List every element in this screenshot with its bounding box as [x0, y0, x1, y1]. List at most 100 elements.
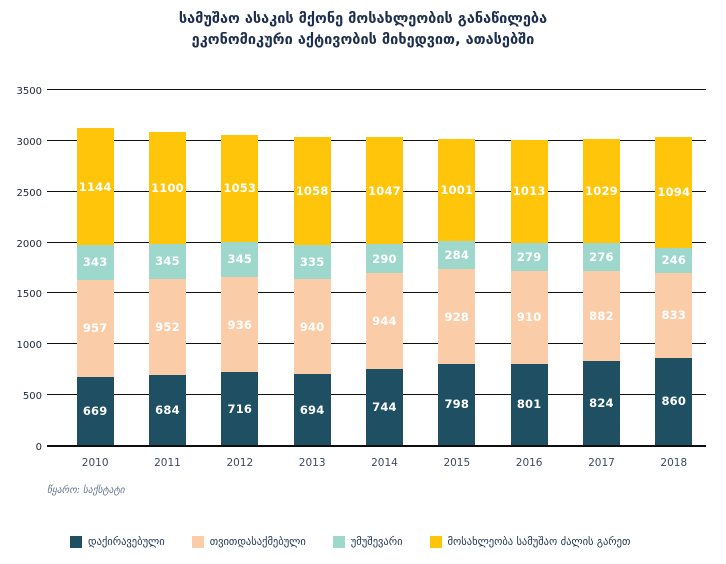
bar-segment: 860	[655, 357, 693, 445]
bar-value-label: 1053	[223, 181, 257, 196]
bar-value-label: 684	[155, 403, 180, 418]
bar-segment: 940	[293, 278, 331, 375]
bar-value-label: 928	[444, 309, 470, 324]
bar-stack: 798 928 284 1001	[438, 138, 476, 445]
bar-segment: 694	[293, 374, 331, 445]
bar-segment: 1144	[76, 128, 114, 245]
y-axis-tick-label: 500	[22, 391, 42, 403]
bar-value-label: 279	[516, 249, 542, 264]
legend-swatch	[429, 536, 442, 548]
legend-item: თვითდასაქმებული	[191, 536, 306, 548]
bar-stack: 694 940 335 1058	[293, 137, 331, 445]
bar-value-label: 345	[227, 252, 253, 267]
x-axis-tick-label: 2011	[154, 457, 181, 469]
bar-value-label: 1013	[512, 184, 546, 199]
legend-label: დაქირავებული	[88, 536, 165, 548]
bar-segment: 833	[655, 272, 693, 358]
bar-value-label: 1058	[295, 183, 329, 198]
bar-value-label: 798	[444, 397, 470, 412]
bar-stack: 716 936 345 1053	[221, 134, 259, 445]
bars-container: 669 957 343 1144 2010 684 952 345 1100 2011 716 936…	[59, 91, 710, 469]
bar-column: 694 940 335 1058 2013	[276, 91, 348, 469]
bar-value-label: 1144	[78, 179, 112, 194]
bar-value-label: 936	[227, 317, 253, 332]
bar-segment: 345	[221, 241, 259, 277]
bar-segment: 744	[365, 369, 403, 445]
bar-column: 798 928 284 1001 2015	[421, 91, 493, 469]
bar-segment: 1058	[293, 137, 331, 245]
legend-item: მოსახლეობა სამუშაო ძალის გარეთ	[429, 536, 631, 548]
bar-column: 860 833 246 1094 2018	[638, 91, 710, 469]
bar-column: 824 882 276 1029 2017	[565, 91, 637, 469]
bar-value-label: 940	[299, 319, 325, 334]
x-axis-tick-label: 2014	[371, 457, 398, 469]
bar-segment: 928	[438, 269, 476, 364]
bar-stack: 669 957 343 1144	[76, 128, 114, 445]
bar-stack: 801 910 279 1013	[510, 139, 548, 445]
legend-swatch	[70, 536, 82, 548]
bar-segment: 343	[76, 244, 114, 280]
bar-value-label: 1100	[151, 180, 184, 195]
bar-segment: 1029	[582, 138, 620, 244]
bar-column: 744 944 290 1047 2014	[348, 91, 420, 469]
bar-value-label: 343	[82, 255, 108, 270]
x-axis-tick-label: 2018	[660, 457, 688, 469]
bar-segment: 1013	[510, 139, 548, 243]
source-note: წყარო: საქსტატი	[47, 485, 125, 496]
bar-segment: 882	[582, 271, 620, 362]
bar-segment: 910	[510, 270, 548, 364]
bar-segment: 1053	[221, 134, 259, 242]
x-axis-tick-label: 2016	[515, 457, 543, 469]
legend-label: მოსახლეობა სამუშაო ძალის გარეთ	[447, 536, 631, 548]
x-axis-tick-label: 2012	[226, 457, 254, 469]
x-axis-tick-label: 2010	[81, 457, 109, 469]
legend-item: უმუშევარი	[332, 536, 403, 548]
bar-stack: 744 944 290 1047	[365, 137, 403, 445]
x-axis-tick-label: 2017	[588, 457, 615, 469]
bar-value-label: 744	[372, 400, 397, 415]
bar-value-label: 290	[372, 251, 397, 266]
bar-value-label: 694	[299, 402, 325, 417]
chart-title: სამუშაო ასაკის მქონე მოსახლეობის განაწილ…	[0, 9, 726, 51]
y-axis: 0 500 1000 1500 2000 2500 3000 3500	[2, 86, 42, 453]
bar-column: 684 952 345 1100 2011	[131, 91, 203, 469]
bar-segment: 1094	[655, 136, 693, 248]
bar-segment: 246	[655, 247, 693, 273]
legend: დაქირავებული თვითდასაქმებული უმუშევარი მოსა…	[70, 536, 630, 548]
bar-segment: 345	[148, 243, 186, 279]
gridline	[47, 89, 706, 90]
bar-value-label: 1094	[657, 185, 691, 200]
chart-title-line-2: ეკონომიკური აქტივობის მიხედვით, ათასებში	[191, 32, 535, 48]
bar-value-label: 882	[589, 309, 614, 324]
bar-segment: 716	[221, 372, 259, 445]
bar-segment: 1001	[438, 138, 476, 241]
bar-stack: 684 952 345 1100	[148, 131, 186, 445]
bar-column: 669 957 343 1144 2010	[59, 91, 131, 469]
y-axis-tick-label: 3000	[16, 136, 42, 148]
bar-stack: 824 882 276 1029	[582, 138, 620, 445]
bar-segment: 1100	[148, 131, 186, 244]
bar-segment: 290	[365, 243, 403, 274]
bar-value-label: 833	[661, 308, 687, 323]
bar-column: 801 910 279 1013 2016	[493, 91, 565, 469]
plot-area: 669 957 343 1144 2010 684 952 345 1100 2011 716 936…	[47, 89, 706, 469]
bar-value-label: 957	[82, 321, 108, 336]
bar-segment: 279	[510, 242, 548, 271]
bar-value-label: 335	[299, 254, 325, 269]
bar-value-label: 944	[372, 314, 397, 329]
legend-label: თვითდასაქმებული	[209, 536, 306, 548]
bar-segment: 824	[582, 361, 620, 445]
bar-value-label: 1047	[368, 183, 401, 198]
legend-swatch	[191, 536, 204, 548]
bar-value-label: 276	[589, 250, 614, 265]
bar-value-label: 345	[155, 254, 180, 269]
bar-segment: 669	[76, 376, 114, 445]
legend-item: დაქირავებული	[70, 536, 165, 548]
bar-segment: 684	[148, 375, 186, 445]
bar-segment: 957	[76, 279, 114, 377]
bar-value-label: 716	[227, 401, 253, 416]
x-axis-tick-label: 2013	[298, 457, 326, 469]
bar-value-label: 910	[516, 310, 542, 325]
bar-value-label: 669	[82, 403, 108, 418]
